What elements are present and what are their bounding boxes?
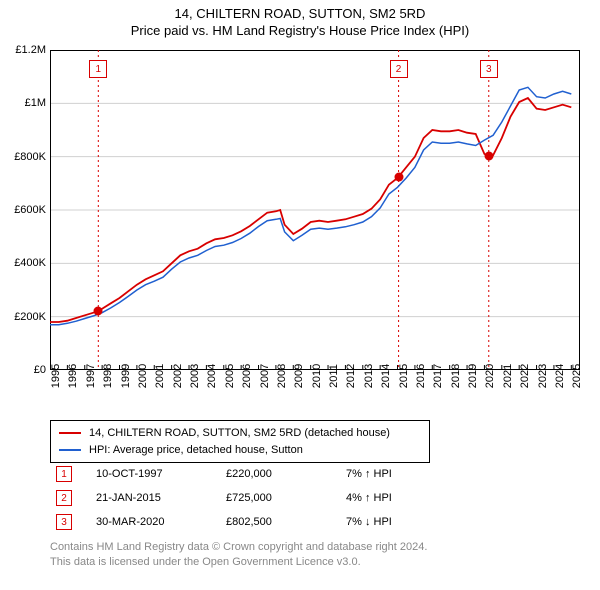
x-tick-label: 2020: [484, 364, 496, 388]
x-tick-label: 1999: [120, 364, 132, 388]
y-tick-label: £800K: [14, 151, 46, 163]
transaction-marker: 2: [56, 490, 72, 506]
transaction-hpi-delta: 7% ↑ HPI: [346, 468, 436, 480]
event-marker: 2: [390, 60, 408, 78]
transaction-date: 21-JAN-2015: [96, 492, 226, 504]
chart-area: 1 2 3: [50, 50, 580, 370]
x-tick-label: 2004: [206, 364, 218, 388]
y-tick-label: £0: [34, 364, 46, 376]
transaction-price: £725,000: [226, 492, 346, 504]
legend-item: 14, CHILTERN ROAD, SUTTON, SM2 5RD (deta…: [59, 425, 421, 442]
x-tick-label: 1995: [50, 364, 62, 388]
y-tick-label: £600K: [14, 204, 46, 216]
y-tick-label: £1.2M: [15, 44, 46, 56]
y-tick-label: £1M: [25, 97, 46, 109]
transaction-hpi-delta: 7% ↓ HPI: [346, 516, 436, 528]
transaction-hpi-delta: 4% ↑ HPI: [346, 492, 436, 504]
x-tick-label: 2005: [224, 364, 236, 388]
attribution-line-2: This data is licensed under the Open Gov…: [50, 555, 570, 570]
y-axis: £0£200K£400K£600K£800K£1M£1.2M: [0, 50, 50, 370]
transaction-marker: 1: [56, 466, 72, 482]
x-tick-label: 2008: [276, 364, 288, 388]
x-tick-label: 1998: [102, 364, 114, 388]
transaction-date: 30-MAR-2020: [96, 516, 226, 528]
x-tick-label: 2018: [450, 364, 462, 388]
x-tick-label: 2001: [154, 364, 166, 388]
x-tick-label: 2003: [189, 364, 201, 388]
x-tick-label: 2013: [363, 364, 375, 388]
x-tick-label: 2000: [137, 364, 149, 388]
x-tick-label: 2014: [380, 364, 392, 388]
x-tick-label: 2016: [415, 364, 427, 388]
legend-label: 14, CHILTERN ROAD, SUTTON, SM2 5RD (deta…: [89, 425, 390, 442]
x-tick-label: 2007: [259, 364, 271, 388]
legend-swatch: [59, 432, 81, 434]
x-tick-label: 2011: [328, 364, 340, 388]
legend-item: HPI: Average price, detached house, Sutt…: [59, 442, 421, 459]
transaction-price: £802,500: [226, 516, 346, 528]
event-marker: 1: [89, 60, 107, 78]
x-tick-label: 2022: [519, 364, 531, 388]
legend-box: 14, CHILTERN ROAD, SUTTON, SM2 5RD (deta…: [50, 420, 430, 463]
x-tick-label: 2002: [172, 364, 184, 388]
legend-label: HPI: Average price, detached house, Sutt…: [89, 442, 303, 459]
x-tick-label: 2012: [345, 364, 357, 388]
x-tick-label: 1996: [67, 364, 79, 388]
transaction-row: 2 21-JAN-2015£725,0004% ↑ HPI: [50, 486, 570, 510]
x-tick-label: 2017: [432, 364, 444, 388]
transaction-marker: 3: [56, 514, 72, 530]
transaction-date: 10-OCT-1997: [96, 468, 226, 480]
y-tick-label: £200K: [14, 311, 46, 323]
x-tick-label: 2021: [502, 364, 514, 388]
attribution: Contains HM Land Registry data © Crown c…: [50, 540, 570, 571]
chart-title: 14, CHILTERN ROAD, SUTTON, SM2 5RD: [0, 6, 600, 21]
x-tick-label: 2010: [311, 364, 323, 388]
x-tick-label: 2019: [467, 364, 479, 388]
plot-svg: [50, 50, 580, 370]
chart-subtitle: Price paid vs. HM Land Registry's House …: [0, 23, 600, 38]
x-tick-label: 2006: [241, 364, 253, 388]
transaction-point: [94, 307, 103, 316]
transaction-price: £220,000: [226, 468, 346, 480]
transaction-point: [484, 152, 493, 161]
transaction-point: [394, 172, 403, 181]
x-tick-label: 2025: [571, 364, 583, 388]
x-tick-label: 2023: [537, 364, 549, 388]
x-tick-label: 2009: [293, 364, 305, 388]
legend-swatch: [59, 449, 81, 451]
x-tick-label: 1997: [85, 364, 97, 388]
attribution-line-1: Contains HM Land Registry data © Crown c…: [50, 540, 570, 555]
event-marker: 3: [480, 60, 498, 78]
transaction-row: 1 10-OCT-1997£220,0007% ↑ HPI: [50, 462, 570, 486]
y-tick-label: £400K: [14, 257, 46, 269]
x-tick-label: 2024: [554, 364, 566, 388]
transaction-table: 1 10-OCT-1997£220,0007% ↑ HPI 2 21-JAN-2015…: [50, 462, 570, 534]
x-axis: 1995199619971998199920002001200220032004…: [50, 370, 580, 420]
x-tick-label: 2015: [398, 364, 410, 388]
transaction-row: 3 30-MAR-2020£802,5007% ↓ HPI: [50, 510, 570, 534]
